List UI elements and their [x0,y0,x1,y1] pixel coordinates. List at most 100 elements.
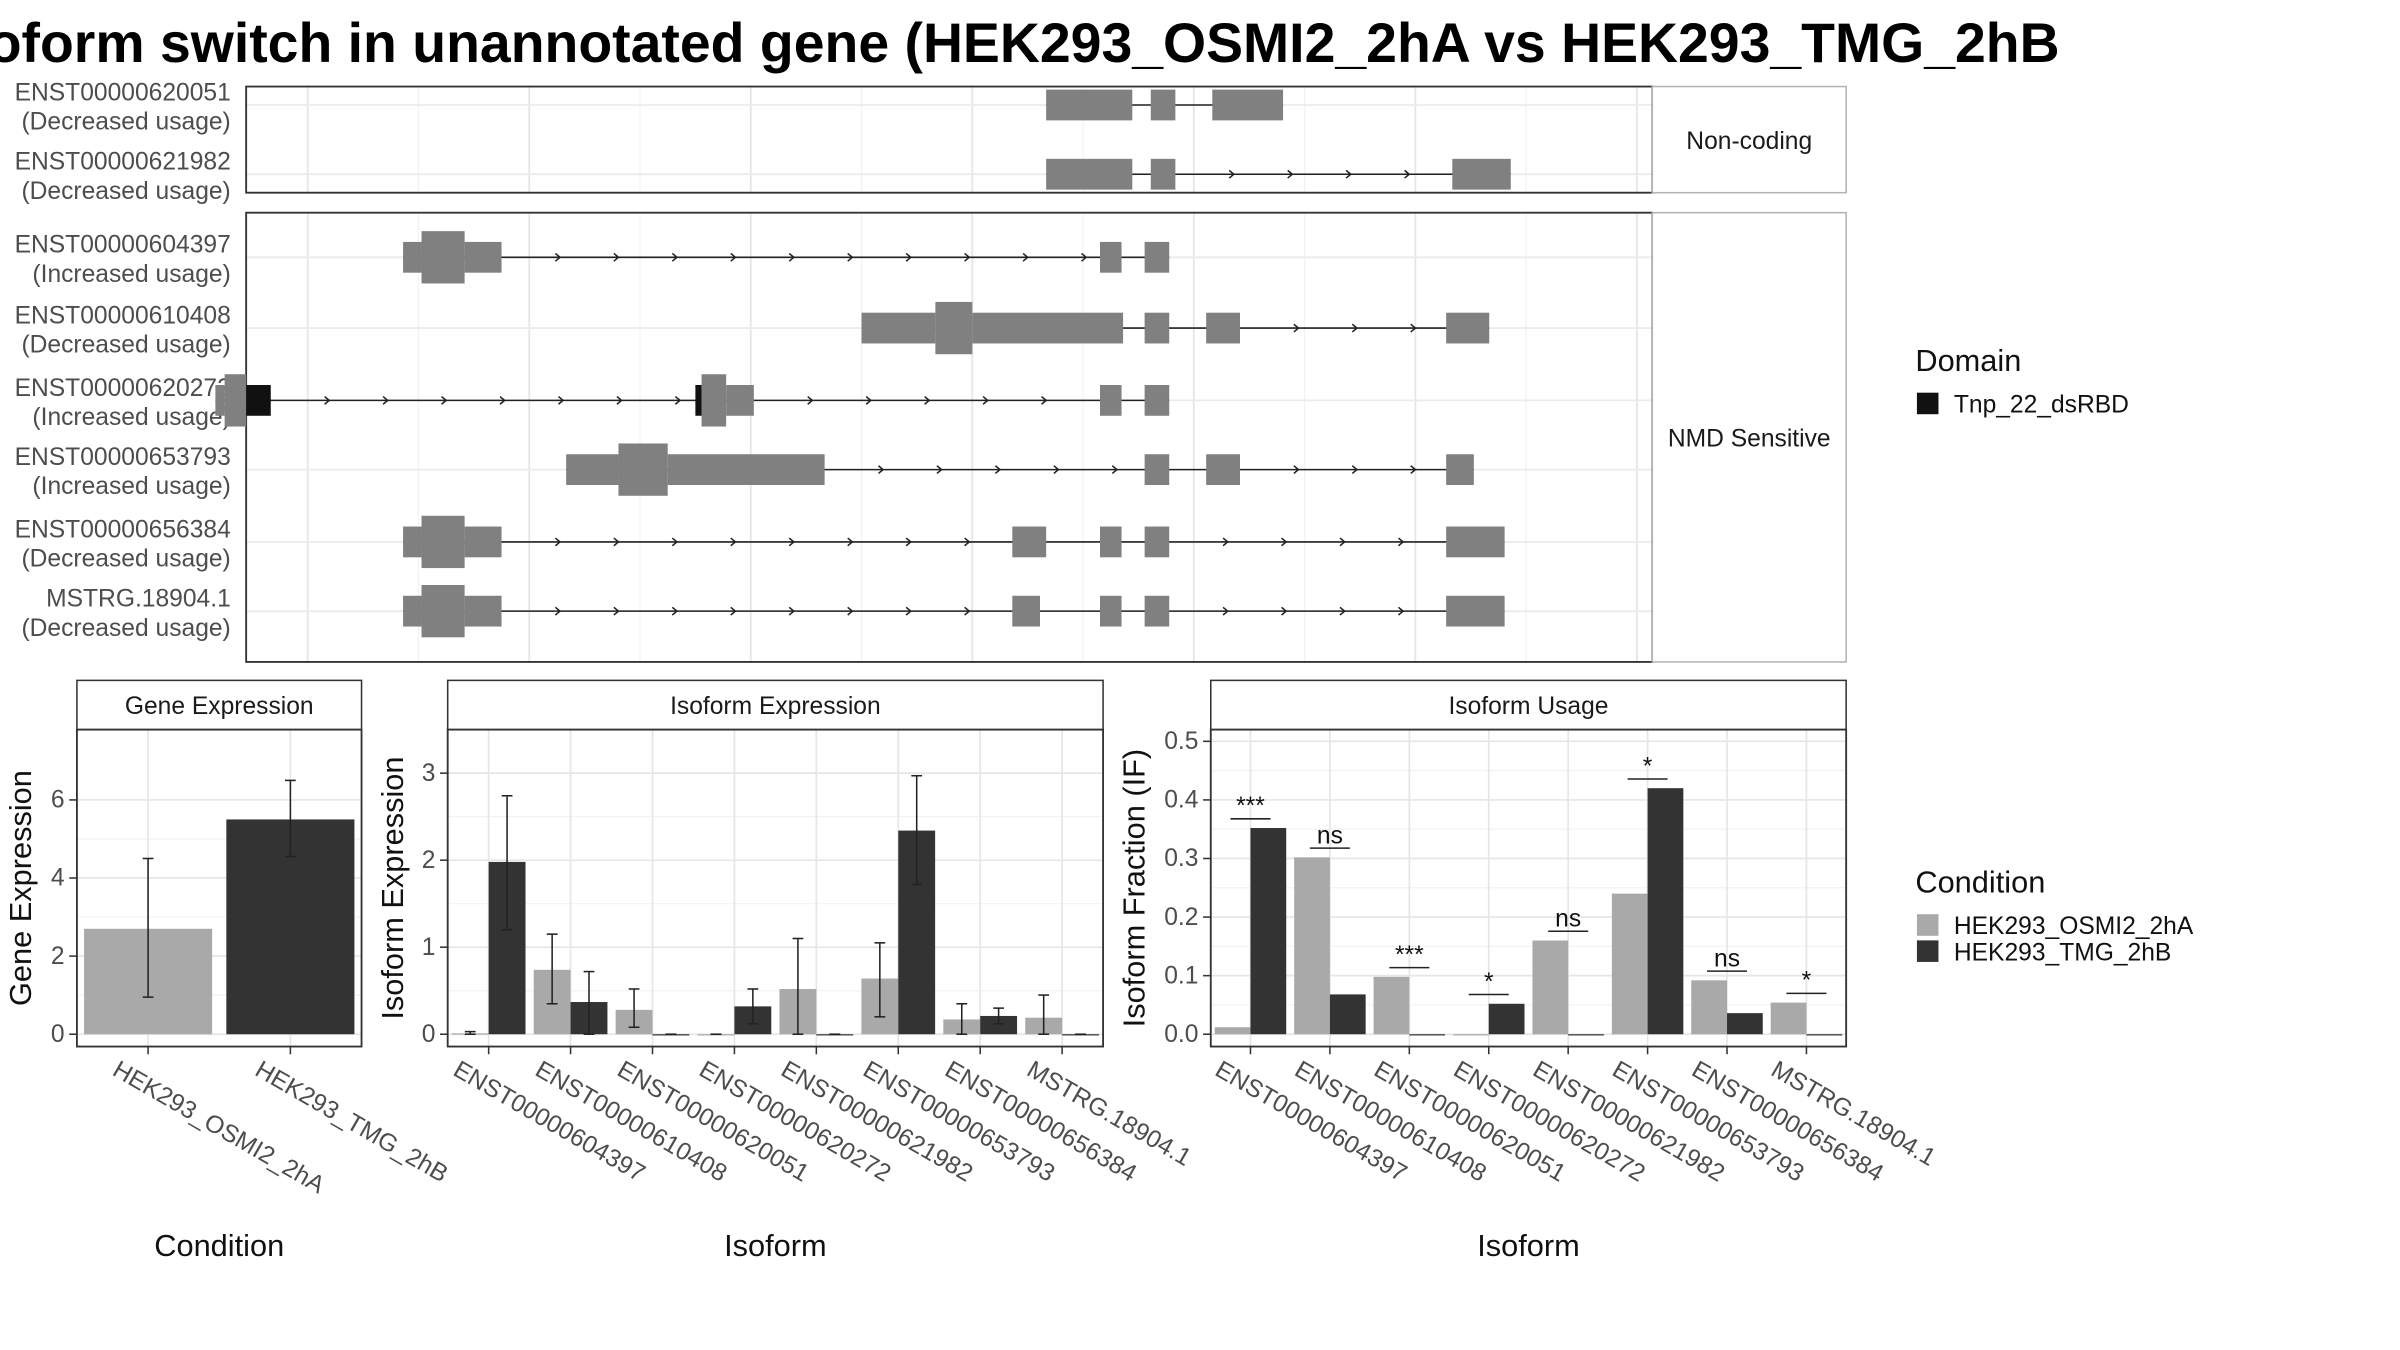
y-tick-label: 3 [422,760,436,787]
error-bar [747,988,759,1025]
strand-arrow [964,537,971,547]
exon-block [421,231,465,284]
legend-condition-label: HEK293_TMG_2hB [1954,939,2172,966]
strand-arrow [1410,465,1417,475]
exon-block [1206,312,1240,344]
figure-title: oform switch in unannotated gene (HEK293… [0,12,2060,74]
isoform-track: MSTRG.18904.1(Decreased usage) [21,585,1505,642]
facet-strip [1651,85,1847,194]
bar [1770,1002,1807,1035]
y-tick-label: 0.3 [1164,845,1198,872]
error-bar [285,779,296,858]
exon-block [215,385,225,416]
strand-arrow [905,537,912,547]
strand-arrow [905,606,912,616]
strand-arrow [1041,395,1048,405]
exon-block [1446,526,1505,558]
strand-arrow [613,537,620,547]
strand-arrow [613,606,620,616]
strand-arrow [1053,465,1060,475]
exon-block [224,374,247,427]
strand-arrow [1351,465,1359,475]
isoform-track: ENST00000604397(Increased usage) [15,231,1170,288]
strand-arrow [1222,537,1229,547]
y-tick-label: 1 [422,934,436,961]
strand-arrow [994,465,1002,475]
strand-arrow [382,395,389,405]
isoform-usage-label: (Increased usage) [32,473,230,500]
isoform-id-label: ENST00000656384 [15,516,231,543]
bar [1453,1034,1489,1036]
exon-block [403,526,422,558]
bar [1727,1013,1763,1035]
exon-block [1150,89,1176,121]
isoform-usage-label: (Decreased usage) [21,546,230,573]
bar [1250,828,1287,1035]
isoform-usage-label: (Increased usage) [32,261,230,288]
significance-label: * [1643,753,1653,780]
bar [1294,857,1330,1035]
exon-block [1144,241,1170,273]
strand-arrow [1222,606,1229,616]
strand-arrow [905,252,912,262]
strand-arrow [671,537,679,547]
strand-arrow [554,537,562,547]
strand-arrow [964,252,971,262]
strand-arrow [924,395,931,405]
exon-block [421,585,465,638]
strand-arrow [1022,252,1029,262]
exon-block [566,454,619,485]
x-axis-title: Condition [154,1228,284,1263]
strand-arrow [788,252,796,262]
exon-block [464,526,502,558]
exon-block [1144,526,1170,558]
exon-block [1150,158,1176,190]
exon-block [935,301,973,355]
bar [1373,976,1410,1035]
exon-block [701,374,727,427]
y-tick-label: 0.0 [1164,1021,1198,1048]
plot-border [1209,728,1848,1048]
legend-condition-label: HEK293_OSMI2_2hA [1954,913,2194,940]
chart-panel-2: Isoform ExpressionENST00000604397ENST000… [375,679,1196,1263]
strand-arrow [730,537,737,547]
legend-domain-title: Domain [1915,343,2021,378]
isoform-track: ENST00000653793(Increased usage) [15,443,1474,500]
bar [1488,1003,1525,1035]
strand-arrow [557,395,565,405]
strand-arrow [1293,323,1300,333]
exon-block [1100,385,1122,416]
bar [1568,1034,1604,1036]
transcript-structure-plot: Non-coding ENST00000620051 (Decreased usag… [15,79,1847,663]
strand-arrow [1404,169,1411,179]
significance-label: *** [1236,793,1265,820]
panel-strip-title: Gene Expression [125,693,314,720]
exon-block [1144,385,1170,416]
exon-block [1144,595,1170,627]
strand-arrow [613,252,620,262]
bar [1806,1034,1843,1036]
y-axis-title: Gene Expression [3,770,38,1006]
strand-arrow [674,395,682,405]
isoform-usage-label: (Increased usage) [32,404,230,431]
x-axis-title: Isoform [724,1228,827,1263]
error-bar [956,1003,968,1036]
strand-arrow [671,606,679,616]
bar [1647,788,1684,1035]
strand-arrow [1293,465,1300,475]
exon-block [726,385,754,416]
bar [980,1015,1018,1035]
strand-arrow [936,465,943,475]
exon-block [1100,595,1122,627]
y-tick-label: 0.5 [1164,728,1198,755]
error-bar [142,857,154,998]
error-bar [628,988,640,1029]
exon-block [421,515,465,569]
exon-block [1206,454,1240,485]
strand-arrow [730,606,737,616]
plot-border [76,728,363,1048]
chart-panel-3: Isoform UsageENST00000604397ENST00000610… [1117,679,1940,1263]
legend-condition-swatch [1916,940,1939,962]
y-tick-label: 2 [51,943,65,970]
